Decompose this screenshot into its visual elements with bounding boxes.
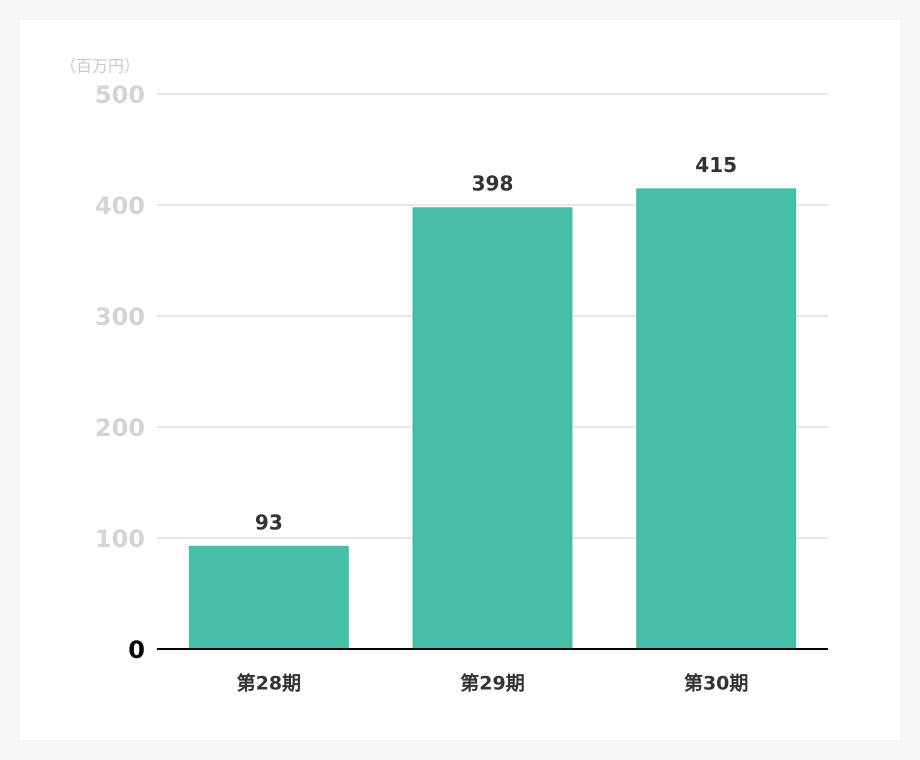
y-tick-label: 200 <box>95 414 145 442</box>
value-label: 415 <box>695 153 737 177</box>
y-tick-label: 300 <box>95 303 145 331</box>
bar <box>636 188 797 649</box>
x-tick-label: 第29期 <box>460 672 524 695</box>
x-tick-label: 第30期 <box>684 672 748 695</box>
x-tick-label: 第28期 <box>237 672 301 695</box>
value-label: 398 <box>472 172 514 196</box>
y-tick-label: 100 <box>95 525 145 553</box>
y-tick-label: 0 <box>128 636 145 664</box>
y-axis-unit: （百万円） <box>60 57 140 76</box>
bar <box>188 545 349 649</box>
bar <box>412 207 573 649</box>
y-tick-label: 500 <box>95 81 145 109</box>
y-tick-label: 400 <box>95 192 145 220</box>
value-label: 93 <box>255 510 283 534</box>
